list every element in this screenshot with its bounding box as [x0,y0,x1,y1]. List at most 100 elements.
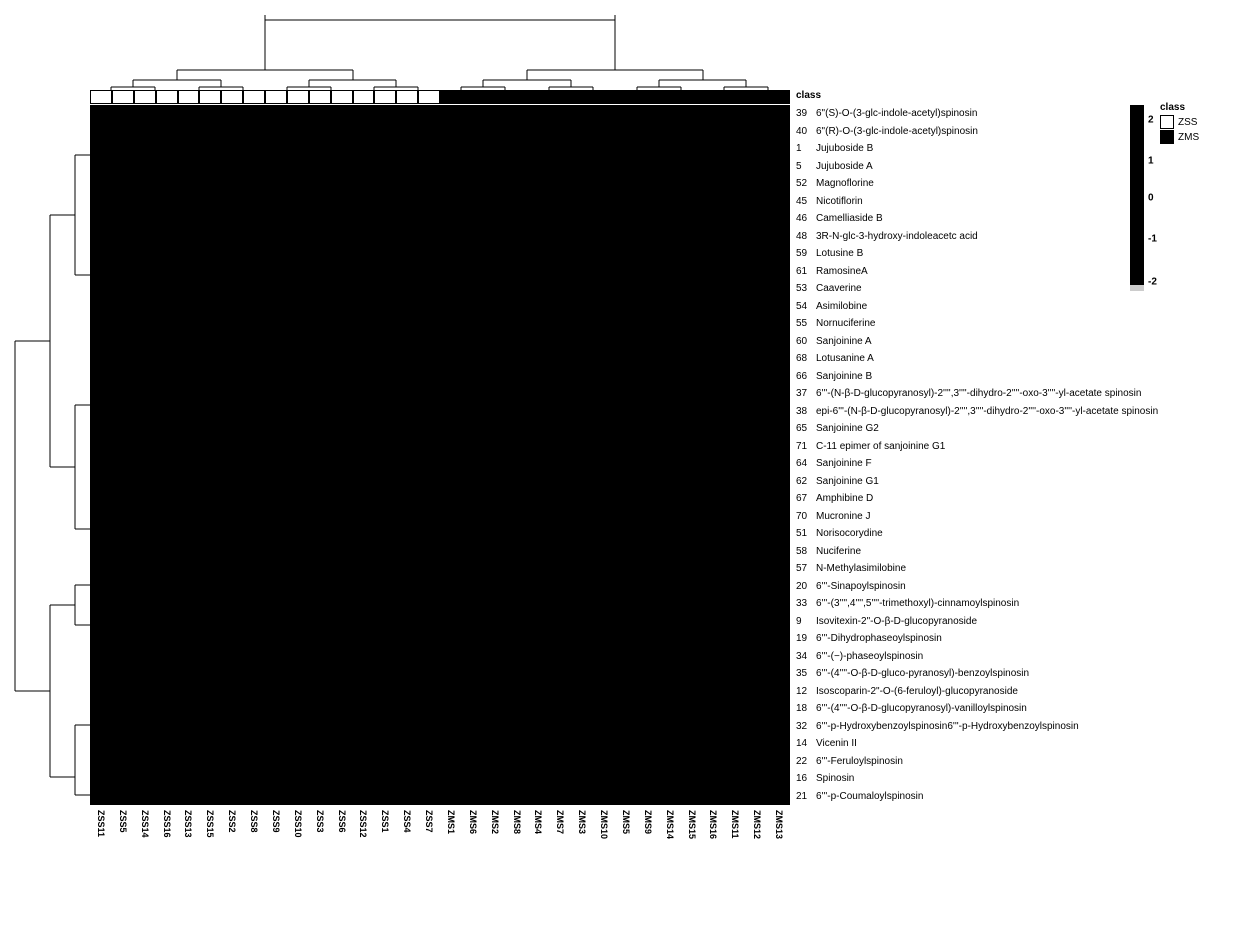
class-cell [221,90,243,104]
column-label: ZSS2 [221,810,243,890]
row-label: 64 Sanjoinine F [796,455,1158,473]
row-label: 32 6'''-p-Hydroxybenzoylspinosin6'''-p-H… [796,718,1158,736]
row-label: 33 6'''-(3'''',4'''',5''''-trimethoxyl)-… [796,595,1158,613]
row-label: 35 6'''-(4''''-O-β-D-gluco-pyranosyl)-be… [796,665,1158,683]
colorbar [1130,105,1144,291]
class-cell [528,90,550,104]
class-legend-swatch [1160,115,1174,129]
class-cell [243,90,265,104]
column-label: ZMS8 [506,810,528,890]
column-label: ZSS8 [243,810,265,890]
colorbar-tick: -2 [1148,276,1157,287]
column-label: ZMS9 [637,810,659,890]
heatmap-figure: class 39 6"(S)-O-(3-glc-indole-acetyl)sp… [10,10,1229,920]
column-label: ZMS5 [615,810,637,890]
row-label: 20 6'''-Sinapoylspinosin [796,578,1158,596]
class-cell [549,90,571,104]
row-label: 40 6"(R)-O-(3-glc-indole-acetyl)spinosin [796,123,1158,141]
row-label: 70 Mucronine J [796,508,1158,526]
row-label: 51 Norisocorydine [796,525,1158,543]
column-label: ZMS6 [462,810,484,890]
column-label: ZSS1 [374,810,396,890]
column-label: ZMS2 [484,810,506,890]
class-cell [90,90,112,104]
row-label: 14 Vicenin II [796,735,1158,753]
class-cell [134,90,156,104]
class-cell [615,90,637,104]
class-annotation-bar [90,90,790,104]
class-bar-label: class [796,90,821,101]
class-legend-item: ZMS [1160,130,1199,144]
class-cell [309,90,331,104]
column-label: ZMS16 [703,810,725,890]
class-legend-label: ZMS [1178,132,1199,143]
class-cell [768,90,790,104]
class-cell [462,90,484,104]
column-label: ZMS14 [659,810,681,890]
column-label: ZSS14 [134,810,156,890]
class-legend-label: ZSS [1178,117,1197,128]
column-label: ZMS1 [440,810,462,890]
column-label: ZSS15 [199,810,221,890]
row-label: 67 Amphibine D [796,490,1158,508]
class-legend: class ZSS ZMS [1160,102,1199,145]
row-label: 22 6'''-Feruloylspinosin [796,753,1158,771]
row-label: 38 epi-6'''-(N-β-D-glucopyranosyl)-2''''… [796,403,1158,421]
column-label: ZMS4 [528,810,550,890]
column-label: ZSS3 [309,810,331,890]
class-legend-item: ZSS [1160,115,1199,129]
class-cell [418,90,440,104]
column-label: ZSS5 [112,810,134,890]
class-cell [287,90,309,104]
row-label: 65 Sanjoinine G2 [796,420,1158,438]
row-label: 55 Nornuciferine [796,315,1158,333]
column-label: ZMS11 [724,810,746,890]
class-cell [199,90,221,104]
row-label: 54 Asimilobine [796,298,1158,316]
class-cell [506,90,528,104]
row-label: 16 Spinosin [796,770,1158,788]
column-label: ZMS7 [549,810,571,890]
class-cell [265,90,287,104]
row-label: 57 N-Methylasimilobine [796,560,1158,578]
row-label: 62 Sanjoinine G1 [796,473,1158,491]
row-label: 19 6'''-Dihydrophaseoylspinosin [796,630,1158,648]
row-label: 9 Isovitexin-2"-O-β-D-glucopyranoside [796,613,1158,631]
row-label: 60 Sanjoinine A [796,333,1158,351]
row-label: 5 Jujuboside A [796,158,1158,176]
row-label: 68 Lotusanine A [796,350,1158,368]
row-label: 58 Nuciferine [796,543,1158,561]
class-cell [178,90,200,104]
class-cell [637,90,659,104]
class-cell [353,90,375,104]
row-label: 61 RamosineA [796,263,1158,281]
column-dendrogram [90,15,790,90]
row-label: 48 3R-N-glc-3-hydroxy-indoleacetc acid [796,228,1158,246]
class-cell [112,90,134,104]
column-label: ZMS10 [593,810,615,890]
column-label: ZSS4 [396,810,418,890]
row-label: 34 6'''-(−)-phaseoylspinosin [796,648,1158,666]
row-label: 39 6"(S)-O-(3-glc-indole-acetyl)spinosin [796,105,1158,123]
column-label: ZMS3 [571,810,593,890]
colorbar-tick: 0 [1148,193,1154,204]
class-cell [396,90,418,104]
column-label: ZMS12 [746,810,768,890]
heatmap-body [90,105,790,805]
class-cell [724,90,746,104]
row-label: 1 Jujuboside B [796,140,1158,158]
row-label: 71 C-11 epimer of sanjoinine G1 [796,438,1158,456]
row-label: 46 Camelliaside B [796,210,1158,228]
column-label: ZSS9 [265,810,287,890]
column-labels: ZSS11ZSS5ZSS14ZSS16ZSS13ZSS15ZSS2ZSS8ZSS… [90,810,790,890]
class-cell [659,90,681,104]
class-cell [703,90,725,104]
column-label: ZSS7 [418,810,440,890]
column-label: ZSS11 [90,810,112,890]
row-label: 37 6'''-(N-β-D-glucopyranosyl)-2'''',3''… [796,385,1158,403]
column-label: ZMS15 [681,810,703,890]
class-cell [374,90,396,104]
row-label: 53 Caaverine [796,280,1158,298]
row-label: 66 Sanjoinine B [796,368,1158,386]
class-legend-title: class [1160,102,1199,113]
